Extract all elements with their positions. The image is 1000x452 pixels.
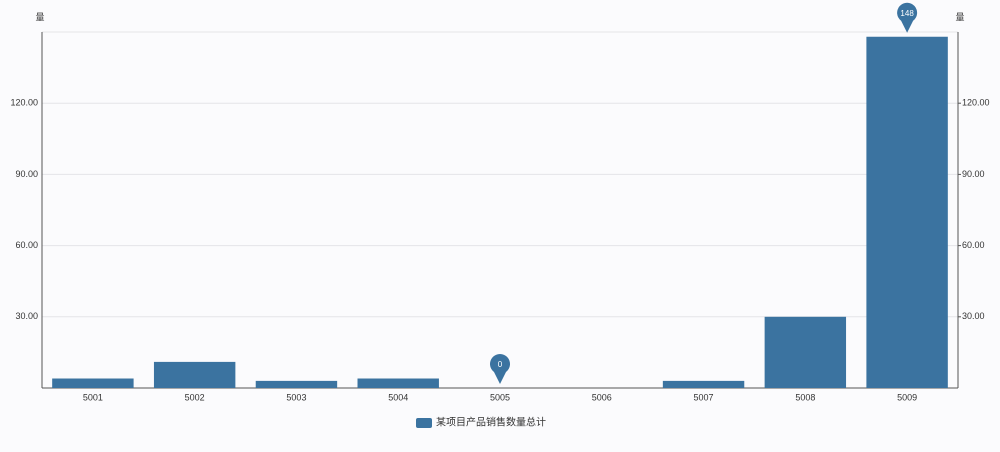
bar bbox=[662, 380, 745, 388]
y2-tick-label: 60.00 bbox=[962, 240, 985, 250]
legend-label: 某项目产品销售数量总计 bbox=[436, 416, 546, 429]
x-tick-label: 5006 bbox=[592, 392, 612, 402]
y2-tick-label: 120.00 bbox=[962, 98, 990, 108]
x-tick-label: 5009 bbox=[897, 392, 917, 402]
x-tick-label: 5001 bbox=[83, 392, 103, 402]
y2-tick-label: 30.00 bbox=[962, 311, 985, 321]
y-tick-label: 60.00 bbox=[15, 240, 38, 250]
y-axis-label: 量 bbox=[35, 12, 44, 22]
bar bbox=[357, 378, 439, 388]
x-tick-label: 5002 bbox=[185, 392, 205, 402]
y-tick-label: 90.00 bbox=[15, 169, 38, 179]
bar bbox=[153, 361, 236, 388]
y2-tick-label: 90.00 bbox=[962, 169, 985, 179]
x-tick-label: 5005 bbox=[490, 392, 510, 402]
y-tick-label: 30.00 bbox=[15, 311, 38, 321]
mark-point bbox=[490, 354, 510, 384]
y2-axis-label: 量 bbox=[955, 12, 964, 22]
x-tick-label: 5003 bbox=[286, 392, 306, 402]
mark-point-label: 148 bbox=[900, 9, 914, 18]
x-tick-label: 5004 bbox=[388, 392, 408, 402]
x-tick-label: 5008 bbox=[795, 392, 815, 402]
mark-point-label: 0 bbox=[498, 360, 503, 369]
bar bbox=[764, 316, 847, 388]
bar bbox=[866, 36, 948, 388]
bar bbox=[255, 380, 338, 388]
mark-point bbox=[897, 2, 918, 33]
x-tick-label: 5007 bbox=[694, 392, 714, 402]
y-tick-label: 120.00 bbox=[10, 98, 38, 108]
bar bbox=[52, 378, 134, 388]
legend-swatch bbox=[416, 418, 432, 428]
